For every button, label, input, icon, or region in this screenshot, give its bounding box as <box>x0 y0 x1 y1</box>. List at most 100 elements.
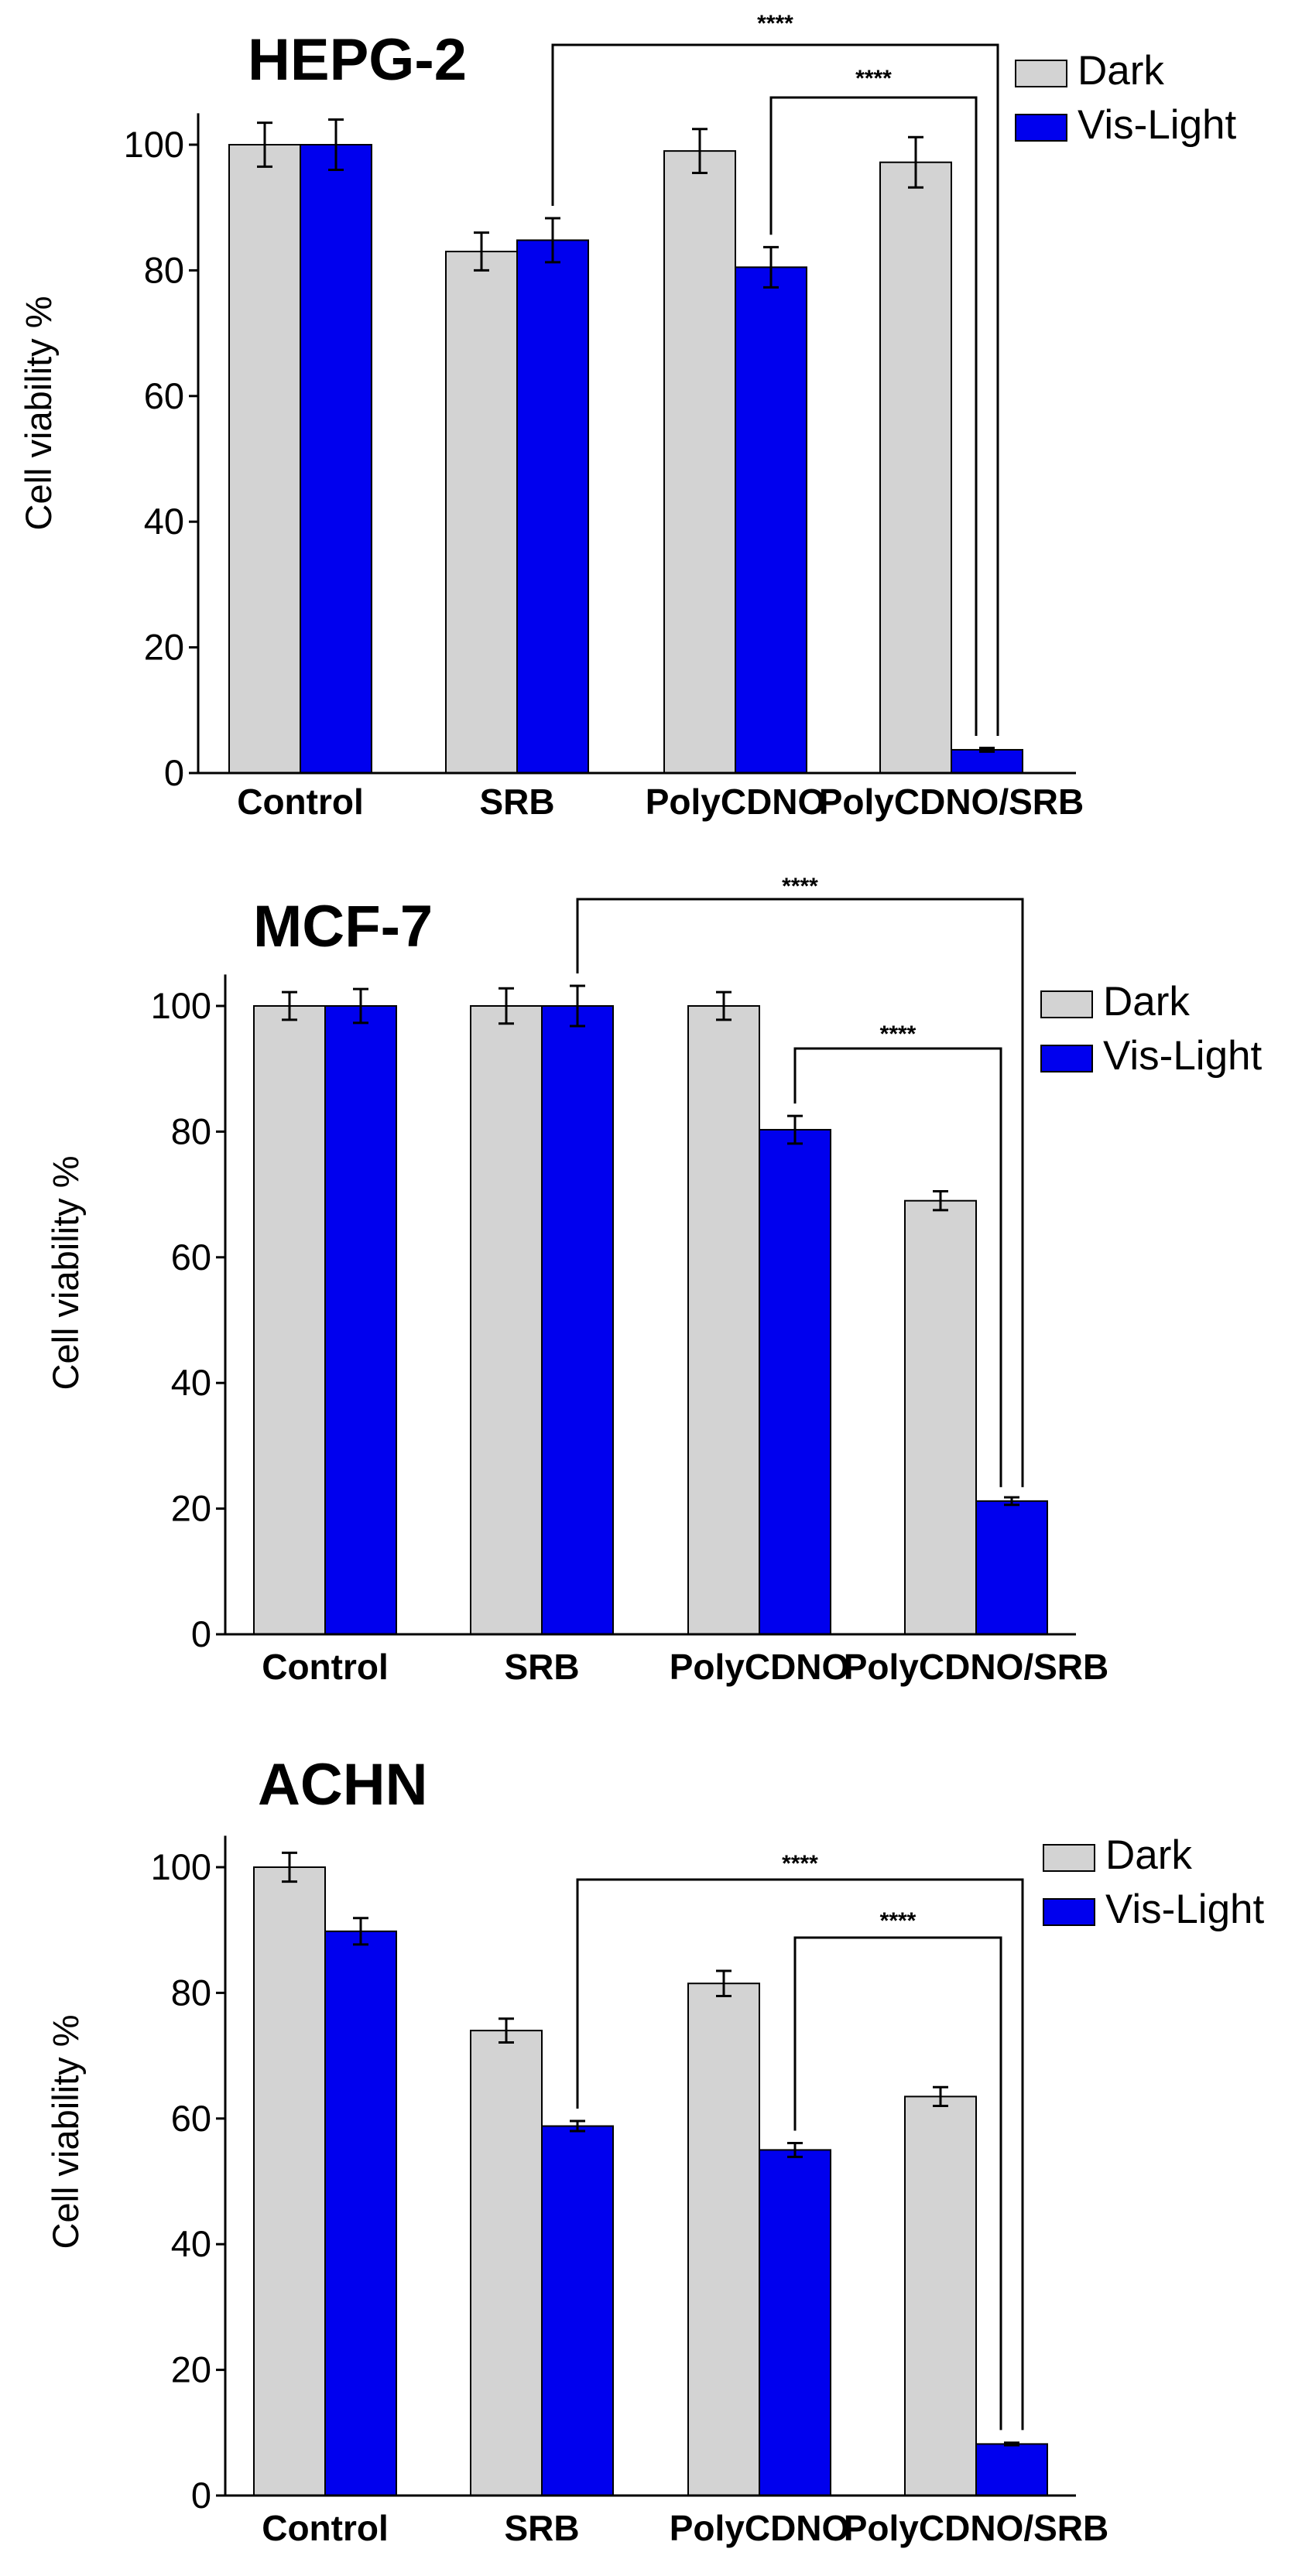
bar-vis-light <box>975 1500 1048 1635</box>
bar-vis-light <box>324 1930 397 2496</box>
axes-mcf7 <box>224 974 1076 1636</box>
y-tick-label: 80 <box>144 249 184 290</box>
bar-dark <box>687 1005 760 1635</box>
bar-dark <box>904 1199 977 1635</box>
y-tick-label: 0 <box>191 2475 211 2516</box>
significance-label: **** <box>782 874 818 899</box>
significance-bracket <box>551 43 999 736</box>
bar-vis-light <box>541 2125 614 2496</box>
bar-vis-light <box>735 266 807 774</box>
bars-hepg2 <box>228 144 1023 775</box>
legend-hepg2: Dark Vis-Light <box>1015 48 1237 148</box>
legend-label-dark: Dark <box>1105 1832 1192 1878</box>
y-tick-label: 0 <box>191 1613 211 1654</box>
legend-mcf7: Dark Vis-Light <box>1040 979 1263 1079</box>
category-label: PolyCDNO <box>670 1647 850 1687</box>
bar-dark <box>253 1866 326 2496</box>
y-tick-label: 20 <box>144 627 184 668</box>
y-ticks-hepg2: 0 20 40 60 80 100 <box>124 124 198 793</box>
axes-hepg2 <box>197 113 1076 775</box>
error-bars-mcf7 <box>282 984 1019 1507</box>
category-label: PolyCDNO <box>670 2508 850 2548</box>
chart-panel-hepg2: HEPG-2 Cell viability % 0 20 40 60 80 100 Con… <box>18 11 1237 822</box>
significance-hepg2: **** **** <box>551 11 999 736</box>
significance-label: **** <box>880 1908 917 1934</box>
bar-vis-light <box>759 1128 831 1635</box>
category-label: Control <box>262 2508 389 2548</box>
y-tick-label: 100 <box>151 985 211 1026</box>
significance-bracket <box>576 898 1024 1487</box>
y-tick-label: 100 <box>151 1846 211 1887</box>
bars-achn <box>253 1866 1048 2497</box>
legend-swatch-vis-light <box>1015 114 1067 142</box>
significance-label: **** <box>855 66 892 91</box>
bar-dark <box>904 2095 977 2496</box>
y-tick-label: 20 <box>171 2349 211 2390</box>
bar-vis-light <box>951 748 1023 774</box>
error-bars-achn <box>282 1851 1019 2447</box>
y-axis-label-achn: Cell viability % <box>45 2015 86 2249</box>
panel-title-mcf7: MCF-7 <box>253 894 433 960</box>
legend-swatch-dark <box>1040 990 1093 1018</box>
category-label: SRB <box>504 1647 579 1687</box>
bar-dark <box>470 1005 543 1635</box>
axes-achn <box>224 1835 1076 2497</box>
legend-label-vis-light: Vis-Light <box>1103 1033 1263 1079</box>
significance-label: **** <box>880 1021 917 1047</box>
legend-swatch-vis-light <box>1040 1045 1093 1072</box>
category-label: PolyCDNO/SRB <box>844 1647 1108 1687</box>
legend-label-vis-light: Vis-Light <box>1105 1887 1265 1932</box>
legend-achn: Dark Vis-Light <box>1043 1832 1265 1932</box>
y-tick-label: 60 <box>144 375 184 416</box>
significance-bracket <box>793 1047 1002 1487</box>
category-label: SRB <box>504 2508 579 2548</box>
significance-label: **** <box>757 11 793 36</box>
y-tick-label: 40 <box>171 1362 211 1403</box>
y-axis-label-hepg2: Cell viability % <box>18 296 59 531</box>
y-tick-label: 40 <box>144 501 184 542</box>
bar-dark <box>445 251 518 775</box>
bar-vis-light <box>541 1005 614 1635</box>
y-axis-label-mcf7: Cell viability % <box>45 1156 86 1391</box>
chart-panel-mcf7: MCF-7 Cell viability % 0 20 40 60 80 100 Cont… <box>45 874 1263 1687</box>
significance-label: **** <box>782 1851 818 1876</box>
y-ticks-achn: 0 20 40 60 80 100 <box>151 1846 225 2516</box>
legend-swatch-dark <box>1015 60 1067 87</box>
significance-mcf7: **** **** <box>576 874 1024 1487</box>
y-tick-label: 20 <box>171 1488 211 1529</box>
category-label: PolyCDNO/SRB <box>819 782 1084 822</box>
bar-dark <box>253 1005 326 1635</box>
significance-bracket <box>793 1936 1002 2431</box>
bar-vis-light <box>300 144 372 774</box>
bar-vis-light <box>324 1005 397 1635</box>
bar-vis-light <box>975 2443 1048 2497</box>
bar-dark <box>687 1982 760 2496</box>
error-bars-hepg2 <box>257 118 995 753</box>
legend-swatch-dark <box>1043 1844 1095 1872</box>
bars-mcf7 <box>253 1005 1048 1635</box>
bar-vis-light <box>759 2149 831 2496</box>
y-tick-label: 80 <box>171 1972 211 2013</box>
legend-label-dark: Dark <box>1103 979 1190 1025</box>
y-ticks-mcf7: 0 20 40 60 80 100 <box>151 985 225 1654</box>
bar-dark <box>879 161 952 774</box>
legend-swatch-vis-light <box>1043 1898 1095 1926</box>
significance-achn: **** **** <box>576 1851 1024 2431</box>
panel-title-achn: ACHN <box>258 1752 428 1818</box>
category-label: PolyCDNO <box>646 782 826 822</box>
legend-label-vis-light: Vis-Light <box>1078 102 1237 148</box>
category-label: Control <box>262 1647 389 1687</box>
bar-dark <box>663 150 736 774</box>
category-label: Control <box>237 782 364 822</box>
significance-bracket <box>576 1878 1024 2431</box>
panel-title-hepg2: HEPG-2 <box>248 27 467 93</box>
y-tick-label: 60 <box>171 1237 211 1278</box>
bar-vis-light <box>516 239 589 774</box>
y-tick-label: 80 <box>171 1110 211 1151</box>
legend-label-dark: Dark <box>1078 48 1164 94</box>
bar-dark <box>228 144 301 774</box>
